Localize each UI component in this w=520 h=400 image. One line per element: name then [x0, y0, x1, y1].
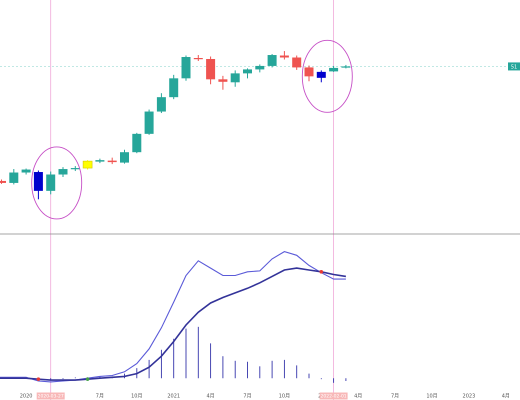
candle-body	[292, 57, 302, 68]
candle-body	[169, 78, 179, 98]
candle	[255, 64, 265, 73]
candle	[279, 51, 289, 60]
candle-body	[58, 169, 68, 175]
candle-body	[267, 55, 277, 66]
candle-body	[156, 97, 166, 112]
annotation-circle-1	[301, 39, 353, 113]
candle-body	[206, 58, 216, 80]
candle-body	[218, 79, 228, 82]
candle-body	[304, 67, 314, 77]
candle	[267, 54, 277, 68]
crosshair-date-label: 2020-03-27	[38, 394, 64, 400]
candle	[341, 64, 351, 69]
price-tag-label: 51	[511, 64, 517, 70]
candle-body	[107, 160, 117, 163]
candle-body	[0, 180, 6, 183]
x-tick-label: 10月	[426, 394, 437, 400]
candle	[107, 157, 117, 165]
candle	[181, 55, 191, 81]
candle	[0, 179, 6, 184]
x-tick-label: 4月	[502, 394, 510, 400]
x-tick-label: 7月	[391, 394, 399, 400]
candle	[33, 170, 43, 200]
candle-body	[193, 58, 203, 60]
candle	[304, 65, 314, 82]
candle	[230, 70, 240, 87]
candle	[169, 74, 179, 100]
x-tick-label: 2020	[20, 394, 33, 400]
candle	[132, 132, 142, 154]
candle	[206, 56, 216, 85]
candle-body	[329, 67, 339, 72]
x-tick-label: 2023	[463, 394, 476, 400]
candle-body	[316, 71, 326, 78]
candle	[58, 167, 68, 177]
candle-body	[181, 57, 191, 79]
crosshair-date-bg	[36, 392, 65, 400]
candle-body	[46, 174, 56, 191]
candle	[292, 55, 302, 70]
candle-body	[95, 160, 105, 162]
candle-body	[120, 152, 129, 163]
macd-histogram	[1, 326, 347, 383]
candle	[9, 169, 19, 185]
candle-body	[230, 73, 240, 83]
x-tick-label: 4月	[354, 394, 362, 400]
candle	[82, 160, 93, 170]
candle	[144, 109, 154, 135]
candle-body	[21, 169, 31, 173]
crossover-marker-0	[36, 377, 41, 381]
candle	[329, 65, 339, 72]
x-axis: 20207月10月20214月7月10月204月7月10月20234月	[20, 394, 510, 400]
candle	[70, 166, 80, 172]
annotation-circle-0	[31, 146, 83, 220]
x-tick-label: 10月	[131, 394, 142, 400]
candle	[156, 93, 166, 114]
crosshair-date-tag-0: 2020-03-27	[36, 392, 65, 400]
crosshair-date-label: 2022-02-01	[321, 394, 347, 400]
candle-body	[132, 133, 142, 153]
candle-body	[255, 65, 265, 70]
candle	[46, 171, 56, 195]
x-tick-label: 4月	[207, 394, 215, 400]
x-tick-label: 10月	[279, 394, 290, 400]
price-tag-bg	[508, 62, 520, 71]
candles	[0, 51, 351, 200]
candle	[21, 168, 31, 175]
candle-body	[341, 66, 351, 68]
candle	[120, 149, 129, 164]
candle-body	[70, 168, 80, 170]
x-tick-label: 7月	[96, 394, 104, 400]
candle-body	[33, 172, 43, 191]
candle-body	[9, 172, 19, 183]
candle-body	[279, 55, 289, 58]
crosshair-date-bg	[319, 392, 348, 400]
candle	[95, 158, 105, 164]
crosshair-date-tag-1: 2022-02-01	[319, 392, 348, 400]
macd-line-0	[0, 251, 346, 383]
crossover-marker-2	[319, 269, 324, 274]
macd-line-1	[0, 267, 347, 381]
candle	[316, 70, 326, 83]
x-tick-label: 7月	[243, 394, 251, 400]
candle-body	[144, 111, 154, 134]
candle	[243, 68, 252, 79]
crossover-marker-1	[85, 377, 90, 381]
candle-body	[243, 69, 252, 74]
candle	[218, 75, 228, 90]
price-tag: 51	[508, 62, 520, 71]
candle-body	[82, 160, 93, 169]
x-tick-label: 2021	[167, 394, 180, 400]
candle	[193, 55, 203, 61]
